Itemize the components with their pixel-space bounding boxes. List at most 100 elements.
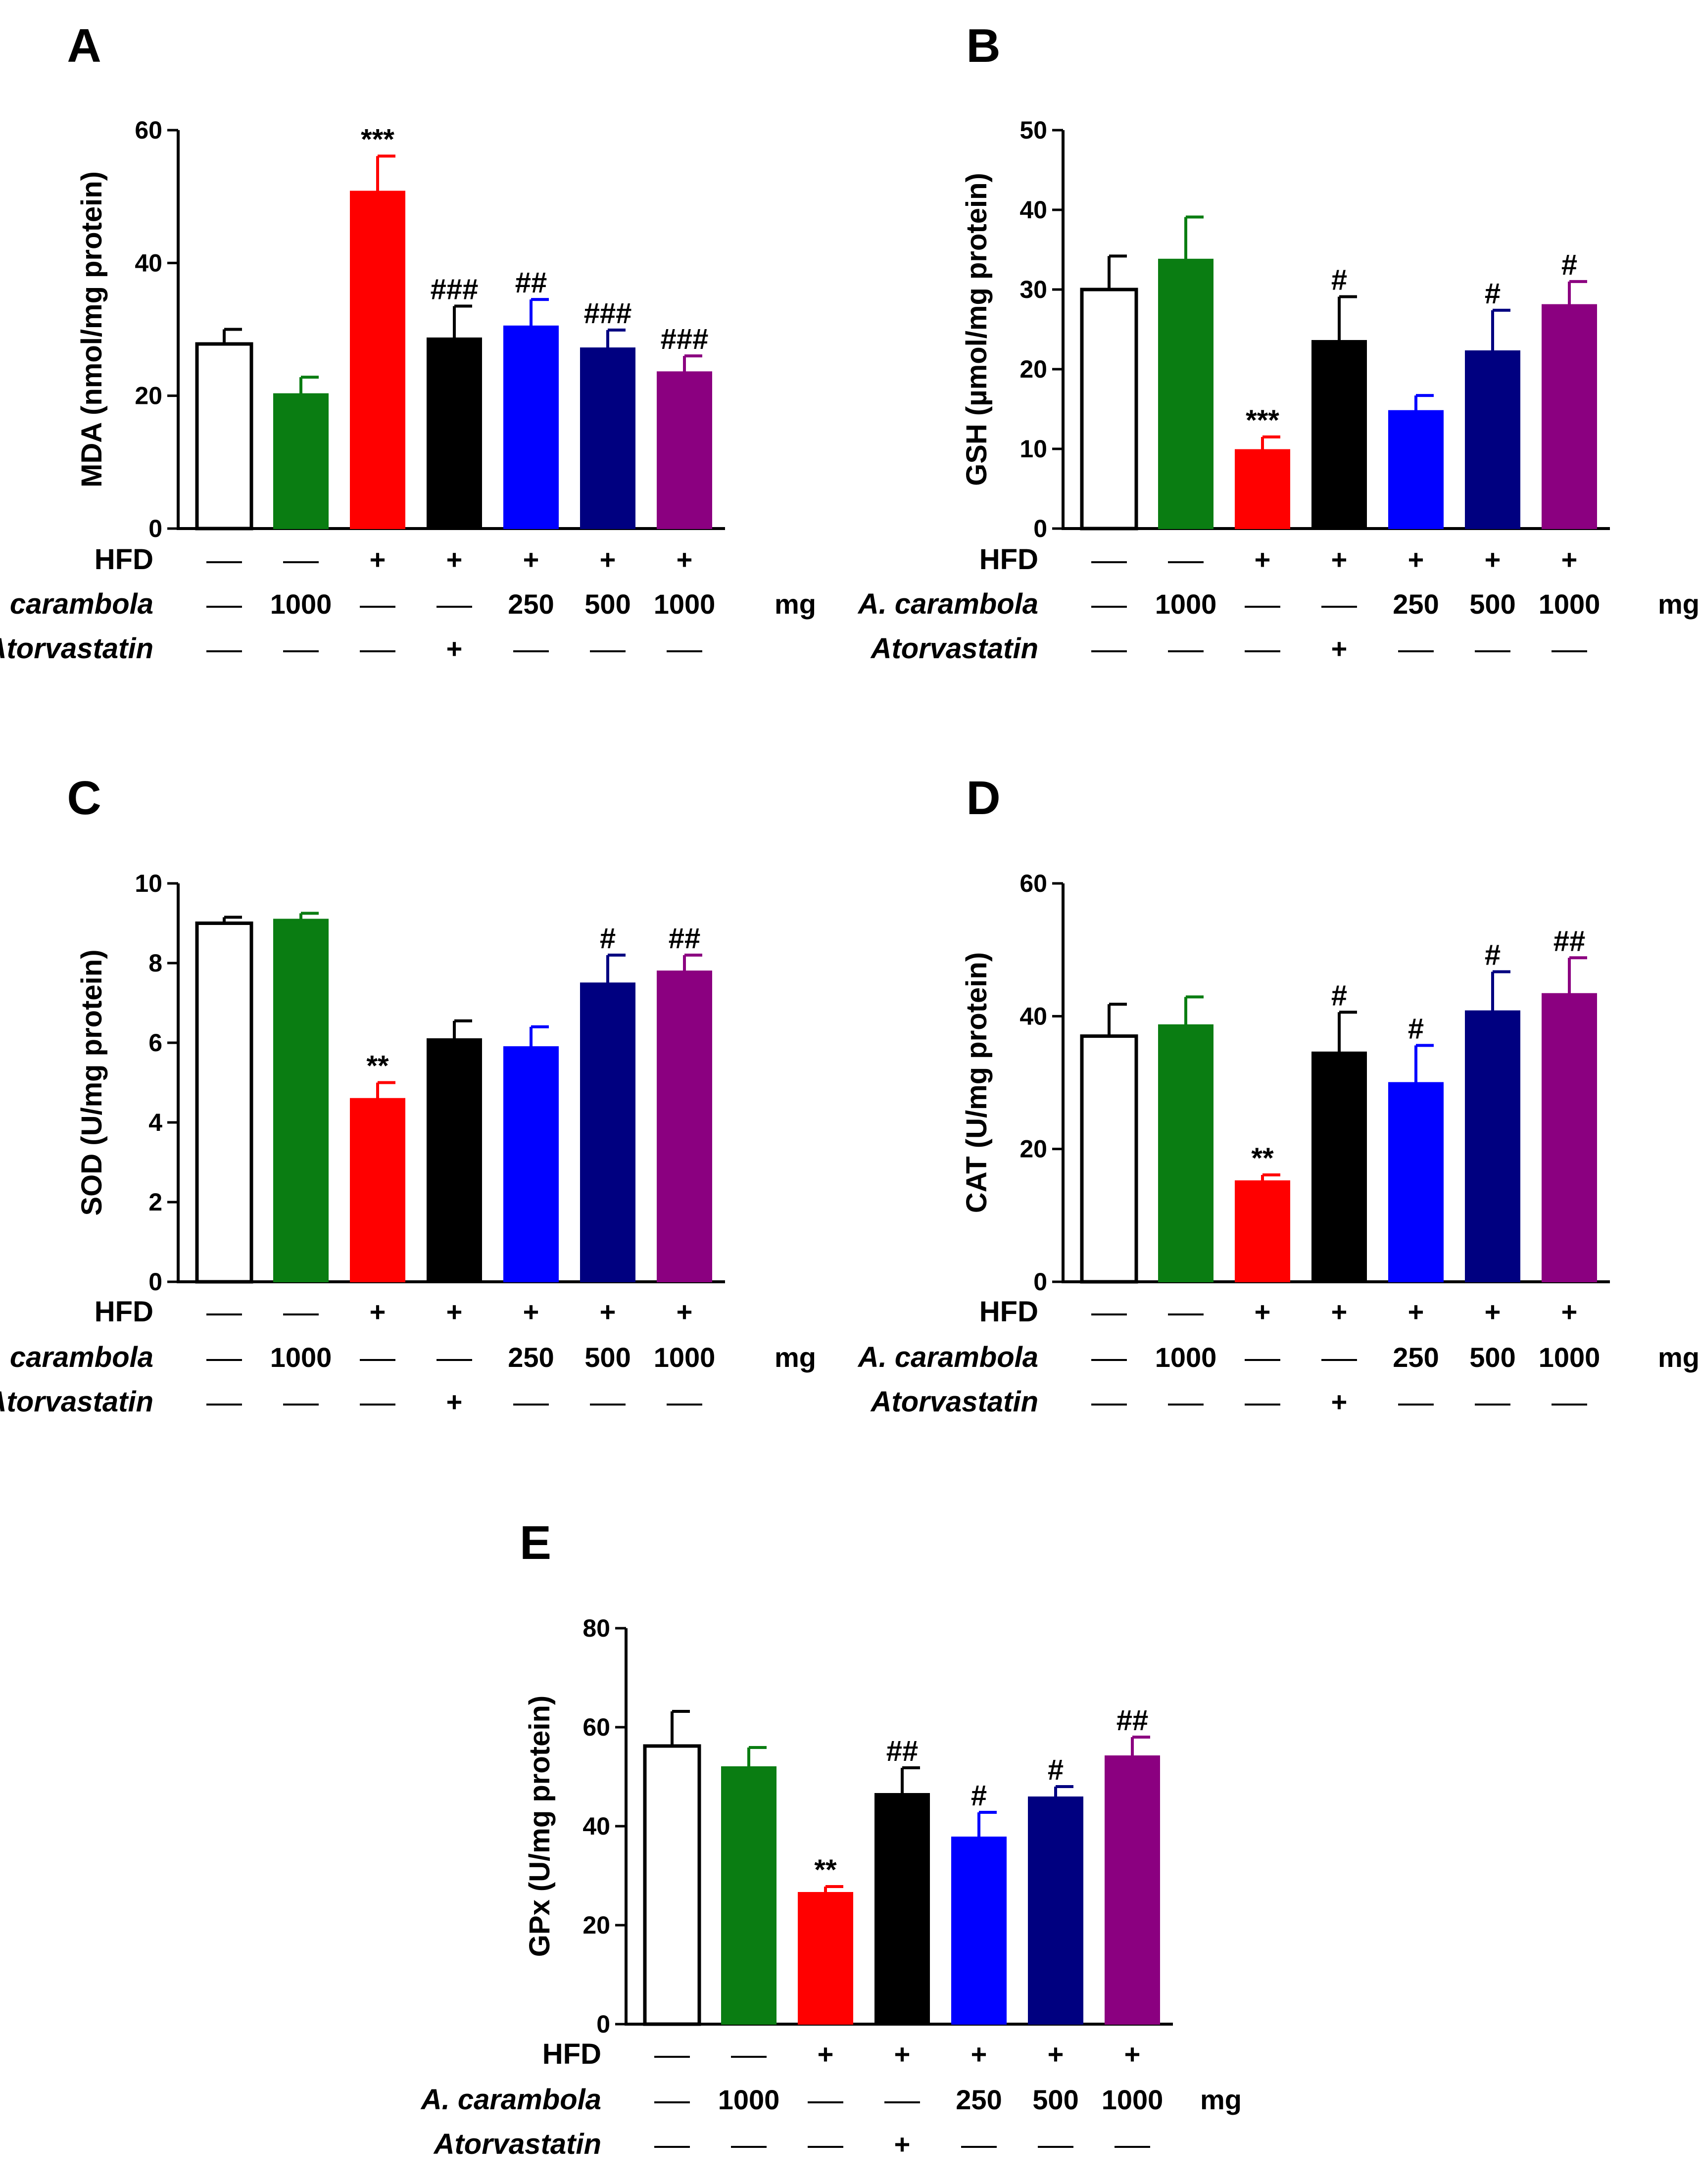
bar bbox=[1388, 410, 1444, 529]
row-label-hfd: HFD bbox=[542, 2038, 601, 2070]
group-cell-value: — bbox=[210, 633, 238, 664]
significance-label: # bbox=[1331, 264, 1347, 296]
group-cell-value: — bbox=[1325, 588, 1353, 620]
significance-label: # bbox=[1485, 278, 1501, 310]
y-tick-label: 0 bbox=[1033, 515, 1047, 542]
group-cell-value: — bbox=[210, 544, 238, 575]
group-cell-value: + bbox=[523, 1296, 539, 1327]
group-cell-value: 1000 bbox=[1539, 1342, 1601, 1373]
y-tick-label: 40 bbox=[582, 1812, 610, 1840]
significance-label: *** bbox=[1246, 404, 1279, 437]
significance-label: ## bbox=[515, 267, 547, 299]
group-cell-value: + bbox=[1255, 1296, 1271, 1327]
significance-label: # bbox=[1048, 1754, 1064, 1786]
bar bbox=[503, 1046, 559, 1283]
bar bbox=[951, 1837, 1007, 2025]
group-cell-value: + bbox=[370, 544, 386, 575]
bar bbox=[273, 919, 329, 1282]
group-cell-value: + bbox=[1331, 1296, 1348, 1327]
group-cell-value: 1000 bbox=[654, 1342, 716, 1373]
y-tick-label: 4 bbox=[148, 1109, 162, 1136]
y-axis-label: MDA (nmol/mg protein) bbox=[76, 171, 108, 487]
group-cell-value: 250 bbox=[956, 2084, 1002, 2115]
unit-label: mg bbox=[775, 1342, 816, 1373]
group-cell-value: 250 bbox=[1393, 1342, 1439, 1373]
group-cell-value: + bbox=[1561, 1296, 1578, 1327]
group-cell-value: — bbox=[1249, 1342, 1276, 1373]
group-cell-value: 500 bbox=[1032, 2084, 1078, 2115]
group-cell-value: — bbox=[1555, 1386, 1583, 1417]
y-tick-label: 40 bbox=[135, 249, 162, 277]
group-cell-value: — bbox=[364, 588, 391, 620]
group-cell-value: — bbox=[594, 633, 622, 664]
group-cell-value: + bbox=[523, 544, 539, 575]
y-tick-label: 0 bbox=[148, 1268, 162, 1296]
group-cell-value: 1000 bbox=[270, 588, 332, 620]
group-cell-value: — bbox=[888, 2084, 916, 2115]
panel-letter: E bbox=[520, 1516, 551, 1569]
bar bbox=[1542, 304, 1597, 530]
group-cell-value: + bbox=[1255, 544, 1271, 575]
row-label-carambola: A. carambola bbox=[857, 588, 1038, 620]
y-tick-label: 2 bbox=[148, 1188, 162, 1216]
bar bbox=[1388, 1082, 1444, 1282]
bar bbox=[427, 1038, 482, 1282]
significance-label: ## bbox=[669, 922, 701, 955]
group-cell-value: — bbox=[287, 544, 315, 575]
group-cell-value: + bbox=[1048, 2038, 1064, 2070]
group-cell-value: + bbox=[894, 2129, 911, 2160]
y-tick-label: 50 bbox=[1019, 116, 1047, 144]
panel-letter: A bbox=[67, 19, 101, 72]
row-label-atorvastatin: Atorvastatin bbox=[0, 632, 153, 665]
group-cell-value: + bbox=[818, 2038, 834, 2070]
significance-label: # bbox=[1561, 249, 1577, 281]
bar bbox=[1080, 1034, 1138, 1284]
group-cell-value: + bbox=[677, 1296, 693, 1327]
group-cell-value: 1000 bbox=[1155, 588, 1217, 620]
bar bbox=[798, 1892, 853, 2025]
group-cell-value: — bbox=[812, 2129, 839, 2160]
bar bbox=[580, 347, 635, 529]
row-label-carambola: A. carambola bbox=[0, 1341, 153, 1373]
y-tick-label: 60 bbox=[135, 116, 162, 144]
bar bbox=[1105, 1755, 1160, 2025]
group-cell-value: — bbox=[1172, 1386, 1200, 1417]
group-cell-value: — bbox=[735, 2129, 763, 2160]
group-cell-value: — bbox=[210, 1386, 238, 1417]
y-tick-label: 20 bbox=[135, 382, 162, 410]
group-cell-value: 250 bbox=[508, 588, 554, 620]
group-cell-value: + bbox=[446, 544, 463, 575]
group-cell-value: — bbox=[1325, 1342, 1353, 1373]
group-cell-value: + bbox=[894, 2038, 911, 2070]
group-cell-value: + bbox=[1485, 1296, 1501, 1327]
group-cell-value: — bbox=[1249, 633, 1276, 664]
y-tick-label: 20 bbox=[1019, 1135, 1047, 1163]
significance-label: ** bbox=[366, 1050, 389, 1082]
y-tick-label: 10 bbox=[1019, 435, 1047, 463]
group-cell-value: — bbox=[671, 1386, 698, 1417]
group-cell-value: — bbox=[440, 588, 468, 620]
group-cell-value: — bbox=[287, 1296, 315, 1327]
group-cell-value: — bbox=[1479, 1386, 1506, 1417]
significance-label: ## bbox=[1553, 925, 1586, 957]
group-cell-value: — bbox=[517, 1386, 545, 1417]
group-cell-value: — bbox=[210, 1342, 238, 1373]
group-cell-value: — bbox=[1402, 633, 1430, 664]
group-cell-value: — bbox=[1172, 544, 1200, 575]
group-cell-value: — bbox=[1172, 1296, 1200, 1327]
bar bbox=[657, 371, 712, 529]
group-cell-value: 500 bbox=[584, 588, 631, 620]
row-label-carambola: A. carambola bbox=[420, 2084, 601, 2116]
bar bbox=[1158, 258, 1213, 529]
bar bbox=[427, 337, 482, 529]
bar bbox=[195, 922, 253, 1284]
unit-label: mg bbox=[1658, 1342, 1698, 1373]
bar bbox=[273, 393, 329, 529]
group-cell-value: — bbox=[1095, 588, 1123, 620]
row-label-hfd: HFD bbox=[95, 543, 153, 576]
group-cell-value: — bbox=[1172, 633, 1200, 664]
row-label-atorvastatin: Atorvastatin bbox=[0, 1386, 153, 1418]
y-axis-label: SOD (U/mg protein) bbox=[76, 949, 108, 1215]
group-cell-value: + bbox=[370, 1296, 386, 1327]
